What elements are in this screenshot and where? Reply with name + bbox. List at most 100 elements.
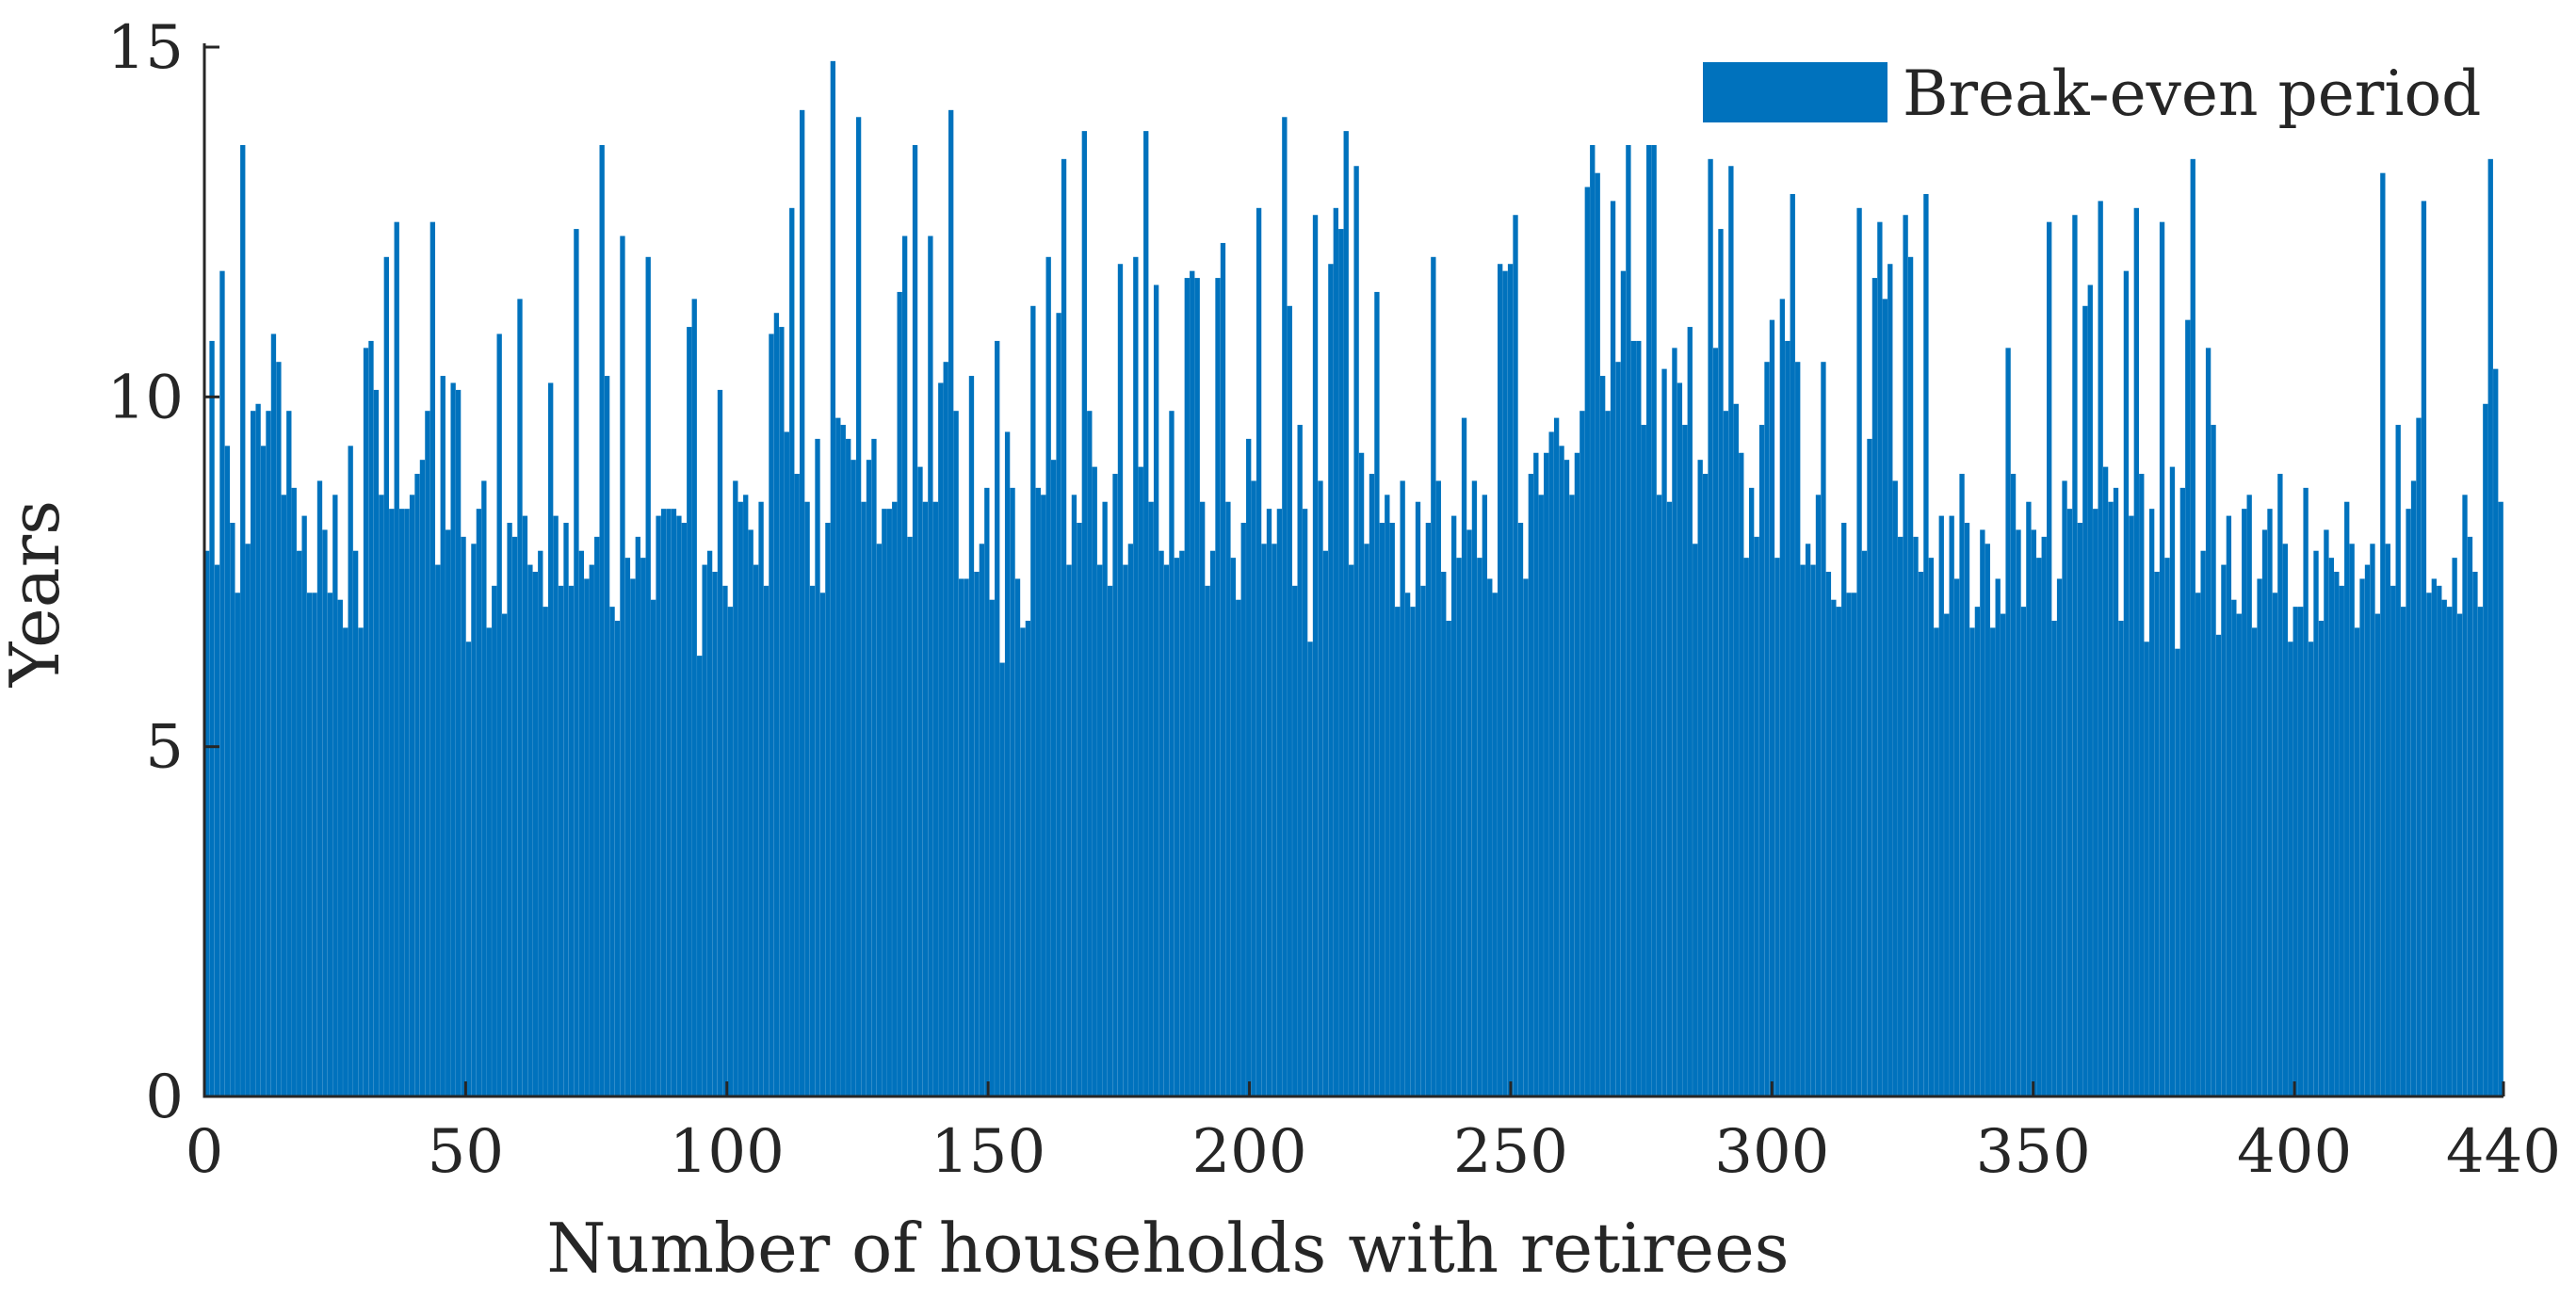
bar: [363, 348, 369, 1097]
bar: [1646, 144, 1652, 1097]
y-tick-label: 0: [145, 1063, 184, 1132]
bar: [476, 509, 482, 1096]
bar: [2175, 648, 2180, 1096]
bar: [2344, 501, 2350, 1096]
bar: [660, 509, 667, 1096]
bar: [1923, 193, 1929, 1096]
bar: [2144, 641, 2149, 1096]
bar: [1502, 270, 1508, 1096]
bar: [1764, 362, 1770, 1096]
bar: [1272, 544, 1277, 1096]
bar: [1990, 627, 1996, 1096]
bar: [2477, 607, 2484, 1096]
bar: [1574, 452, 1580, 1096]
x-tick-label: 350: [1976, 1117, 2091, 1187]
bar: [1107, 585, 1113, 1096]
bar: [1450, 515, 1457, 1096]
bar: [1153, 284, 1159, 1096]
bar: [2303, 487, 2309, 1096]
bar: [1117, 264, 1124, 1097]
bar: [2282, 544, 2288, 1096]
bar: [1010, 487, 1015, 1096]
bar: [2056, 578, 2063, 1096]
bar: [2493, 368, 2499, 1096]
bar: [306, 593, 313, 1096]
bar: [1846, 593, 1852, 1096]
bar: [538, 550, 543, 1096]
bar: [358, 627, 364, 1096]
bar: [461, 536, 466, 1096]
bar: [604, 376, 610, 1096]
bar: [979, 544, 985, 1096]
bar: [1071, 495, 1077, 1096]
bar: [2395, 425, 2401, 1096]
bar: [2231, 599, 2237, 1096]
bar: [543, 607, 548, 1096]
bar: [1163, 564, 1170, 1096]
bar: [882, 509, 887, 1096]
bar: [2236, 613, 2242, 1096]
bar: [1590, 144, 1596, 1097]
bar: [578, 550, 585, 1096]
bar: [2246, 495, 2252, 1096]
bar: [2308, 641, 2314, 1096]
bar: [1415, 501, 1421, 1096]
bar: [2437, 585, 2442, 1096]
bar: [640, 558, 646, 1096]
bar: [2113, 487, 2119, 1096]
bar: [1708, 158, 1713, 1096]
bar: [1030, 305, 1036, 1096]
bar: [609, 607, 615, 1096]
bar: [650, 599, 656, 1096]
bar: [825, 523, 831, 1096]
bar: [1041, 495, 1046, 1096]
bar: [2211, 425, 2216, 1096]
bar: [938, 382, 944, 1097]
bar: [429, 221, 436, 1097]
bar: [2416, 417, 2422, 1096]
bar: [235, 593, 240, 1096]
bar: [594, 536, 600, 1096]
bar: [687, 327, 692, 1096]
bar: [2036, 558, 2042, 1096]
bar: [620, 235, 625, 1096]
bar: [2221, 564, 2227, 1096]
bar: [1595, 172, 1600, 1096]
bar: [1338, 229, 1344, 1097]
bar: [1020, 627, 1026, 1096]
x-tick-label: 250: [1453, 1117, 1568, 1187]
bar: [2452, 558, 2457, 1096]
x-tick-label: 100: [670, 1117, 785, 1187]
bar: [2339, 585, 2344, 1096]
bar: [2098, 201, 2103, 1096]
bar: [1944, 613, 1950, 1096]
bar: [1953, 578, 1960, 1096]
bar: [968, 376, 975, 1096]
bar: [2324, 529, 2329, 1096]
bar: [1861, 550, 1868, 1096]
bar: [917, 466, 923, 1097]
bar: [1307, 641, 1313, 1096]
bar: [1061, 158, 1067, 1096]
bar: [1749, 487, 1755, 1096]
bar: [1620, 270, 1627, 1096]
bar: [2195, 593, 2201, 1096]
bar: [1498, 264, 1503, 1097]
bar: [2051, 620, 2057, 1096]
bar: [1969, 627, 1975, 1096]
bar: [1236, 599, 1241, 1096]
bar: [886, 509, 892, 1096]
bar: [2077, 523, 2083, 1096]
bar: [958, 578, 964, 1096]
bar: [2334, 572, 2340, 1096]
bar: [563, 523, 569, 1096]
bar: [1456, 558, 1462, 1096]
legend: Break-even period: [1703, 57, 2481, 130]
bar: [974, 572, 980, 1096]
bar: [1548, 431, 1554, 1097]
bar: [312, 593, 317, 1096]
bar: [1097, 564, 1103, 1096]
bar: [2349, 544, 2355, 1096]
bar: [2129, 515, 2134, 1096]
